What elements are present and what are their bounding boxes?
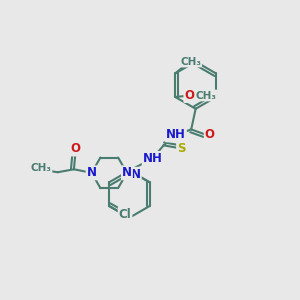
Text: O: O	[70, 142, 80, 155]
Text: CH₃: CH₃	[196, 91, 217, 100]
Text: O: O	[205, 128, 215, 141]
Text: Cl: Cl	[119, 208, 131, 220]
Text: N: N	[131, 168, 141, 181]
Text: CH₃: CH₃	[31, 164, 52, 173]
Text: CH₃: CH₃	[180, 57, 201, 67]
Text: NH: NH	[166, 128, 186, 141]
Text: N: N	[87, 166, 97, 179]
Text: N: N	[122, 166, 132, 179]
Text: S: S	[177, 142, 186, 154]
Text: NH: NH	[143, 152, 163, 165]
Text: O: O	[184, 89, 194, 102]
